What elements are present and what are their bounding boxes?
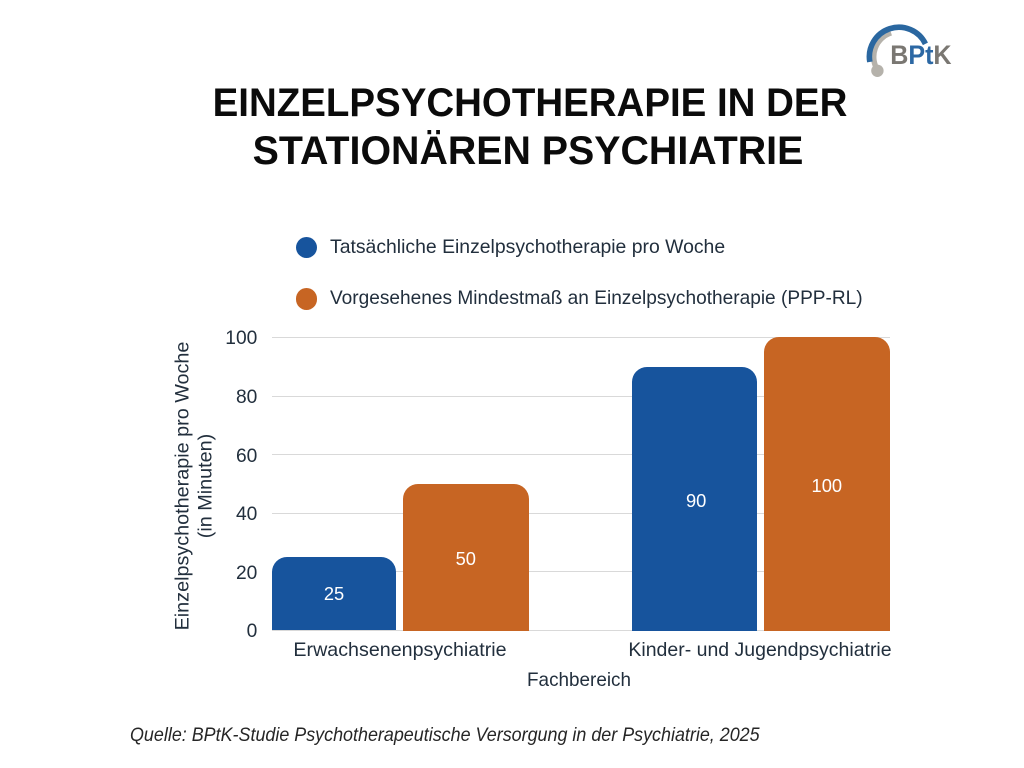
svg-text:BPtK: BPtK bbox=[890, 39, 952, 70]
